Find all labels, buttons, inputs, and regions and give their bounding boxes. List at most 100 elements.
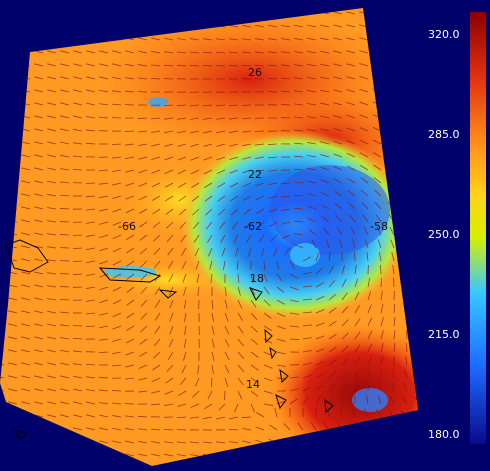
wind-vector xyxy=(276,286,285,293)
wind-vector xyxy=(34,310,44,314)
wind-vector xyxy=(302,396,310,405)
wind-vector xyxy=(125,415,135,418)
wind-vector xyxy=(151,453,161,457)
wind-vector xyxy=(393,330,396,340)
wind-vector xyxy=(293,181,304,184)
wind-vector xyxy=(154,299,161,308)
wind-vector xyxy=(86,129,96,132)
wind-vector xyxy=(203,416,213,420)
wind-vector xyxy=(60,349,70,353)
wind-vector xyxy=(320,191,330,197)
wind-vector xyxy=(8,297,18,301)
wind-vector xyxy=(228,428,239,431)
wind-vector xyxy=(224,312,229,322)
wind-vector xyxy=(237,286,241,296)
wind-vector xyxy=(363,408,369,418)
wind-vector xyxy=(34,245,44,249)
wind-vector xyxy=(328,279,336,288)
wind-vector xyxy=(112,325,122,330)
wind-vector xyxy=(354,265,357,275)
wind-vector xyxy=(125,195,135,200)
wind-vector xyxy=(255,182,265,187)
wind-vector xyxy=(242,427,252,431)
wind-vector xyxy=(177,117,187,120)
wind-vector xyxy=(323,227,330,236)
wind-vector xyxy=(59,207,70,210)
wind-vector xyxy=(341,395,344,405)
wind-vector xyxy=(263,364,273,369)
wind-vector xyxy=(255,38,265,41)
wind-vector xyxy=(8,362,18,366)
wind-vector xyxy=(151,403,161,406)
wind-vector xyxy=(237,390,243,400)
wind-vector xyxy=(315,373,324,379)
wind-vector xyxy=(276,364,286,367)
wind-vector xyxy=(333,115,343,119)
wind-vector xyxy=(302,324,312,327)
wind-vector xyxy=(333,63,343,67)
wind-vector xyxy=(184,325,187,335)
wind-vector xyxy=(73,50,83,54)
wind-vector xyxy=(126,247,135,254)
wind-vector xyxy=(60,141,70,145)
wind-vector xyxy=(184,312,187,322)
wind-vector xyxy=(393,303,396,314)
wind-vector xyxy=(250,273,254,283)
colorbar-tick-320: 320.0 xyxy=(428,28,460,41)
wind-vector xyxy=(112,273,122,279)
wind-vector xyxy=(302,362,312,366)
wind-vector xyxy=(229,25,239,28)
wind-vector xyxy=(34,388,44,392)
wind-vector xyxy=(192,208,200,216)
wind-vector xyxy=(237,312,243,321)
wind-vector xyxy=(221,247,226,257)
wind-vector xyxy=(47,180,57,184)
wind-vector xyxy=(34,219,44,223)
wind-vector xyxy=(151,390,161,394)
wind-vector xyxy=(284,247,291,256)
wind-vector xyxy=(153,247,161,255)
wind-vector xyxy=(138,64,148,67)
wind-vector xyxy=(315,348,325,353)
wind-vector xyxy=(346,127,356,132)
wind-vector xyxy=(363,226,369,236)
wind-vector xyxy=(302,374,312,379)
wind-vector xyxy=(139,247,148,255)
wind-vector xyxy=(255,195,265,200)
wind-vector xyxy=(276,325,286,330)
wind-vector xyxy=(263,403,273,406)
wind-vector xyxy=(125,428,135,431)
wind-vector xyxy=(34,232,44,236)
wind-vector xyxy=(274,408,278,418)
wind-vector xyxy=(320,141,330,145)
wind-vector xyxy=(335,215,343,223)
wind-vector xyxy=(34,89,44,93)
wind-vector xyxy=(125,377,135,380)
wind-vector xyxy=(361,202,369,210)
wind-vector xyxy=(47,388,57,392)
wind-vector xyxy=(47,50,57,54)
wind-vector xyxy=(165,208,174,215)
wind-vector xyxy=(234,403,239,413)
wind-vector xyxy=(307,193,317,197)
wind-vector xyxy=(346,11,356,15)
wind-vector xyxy=(216,51,226,54)
wind-vector xyxy=(242,440,252,444)
wind-vector xyxy=(404,369,408,379)
wind-vector xyxy=(60,76,70,80)
wind-vector xyxy=(177,143,187,147)
wind-vector xyxy=(401,396,408,405)
wind-vector xyxy=(99,234,109,239)
wind-vector xyxy=(377,239,382,249)
wind-vector xyxy=(47,401,57,405)
wind-vector xyxy=(190,130,200,134)
wind-vector xyxy=(244,221,252,229)
wind-vector xyxy=(263,312,272,319)
wind-vector xyxy=(182,273,187,283)
wind-vector xyxy=(367,304,372,314)
wind-vector xyxy=(73,128,83,132)
wind-vector xyxy=(181,364,187,374)
wind-vector xyxy=(98,377,109,379)
wind-vector xyxy=(47,272,57,275)
wind-vector xyxy=(203,38,213,41)
